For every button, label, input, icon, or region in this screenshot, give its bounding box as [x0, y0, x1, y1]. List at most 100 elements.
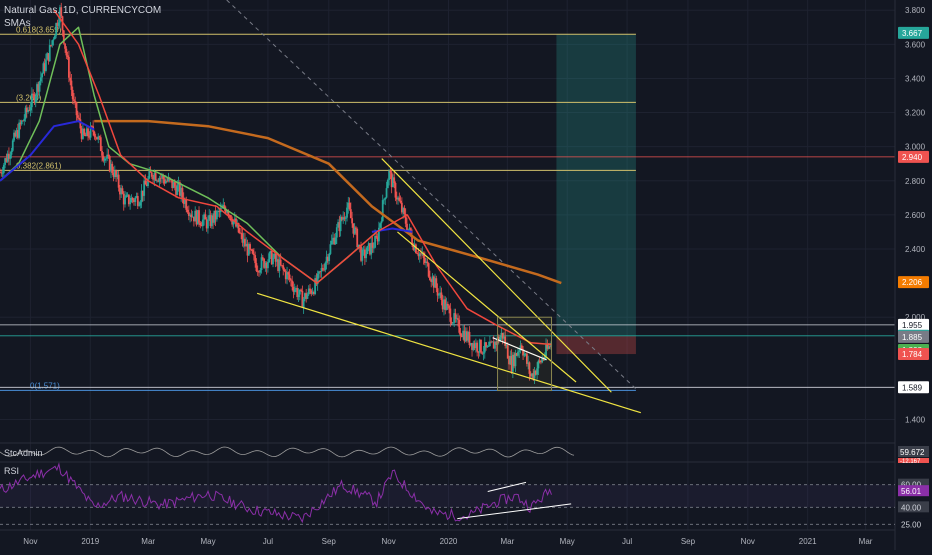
candle-body — [495, 341, 498, 345]
candle-body — [358, 244, 361, 247]
fib-level-label: 0(1.571) — [30, 381, 60, 390]
candle-body — [472, 343, 475, 350]
candle-body — [284, 271, 287, 280]
candle-body — [328, 253, 331, 262]
rsi-level-badge — [898, 478, 929, 490]
candle-body — [208, 215, 211, 220]
candle-body — [437, 294, 440, 296]
candle-body — [247, 244, 250, 256]
candle-body — [361, 249, 364, 261]
candle-body — [321, 268, 324, 270]
indicator-label[interactable]: SMAs — [4, 18, 31, 29]
candle-body — [390, 172, 393, 188]
candle-body — [242, 238, 245, 243]
candle-body — [548, 346, 551, 348]
candle-body — [462, 330, 465, 337]
fib-level-label: 0.618(3.659) — [16, 25, 62, 34]
candle-body — [541, 358, 544, 363]
candle-body — [520, 345, 523, 350]
candle-body — [27, 109, 29, 112]
candle-body — [478, 339, 481, 353]
rsi-divergence-line — [487, 481, 527, 492]
candle-body — [141, 190, 144, 196]
candle-body — [126, 194, 129, 196]
candle-body — [201, 219, 204, 227]
candle-body — [338, 222, 341, 232]
stc-label: StcAdmin — [4, 448, 43, 458]
candle-body — [404, 213, 407, 224]
candle-body — [157, 180, 160, 182]
candle-body — [457, 318, 459, 320]
candle-body — [519, 345, 522, 351]
candle-body — [333, 237, 336, 245]
candle-body — [4, 158, 7, 165]
candle-body — [80, 128, 83, 139]
candle-body — [287, 272, 290, 275]
rsi-line — [0, 462, 552, 524]
candle-body — [237, 223, 240, 233]
time-axis-tick: 2020 — [440, 537, 458, 546]
candle-body — [256, 271, 259, 272]
candle-body — [76, 115, 79, 118]
candle-body — [41, 73, 44, 78]
candle-body — [164, 180, 167, 184]
candle-body — [518, 350, 521, 352]
candle-body — [392, 177, 394, 188]
stc-value-badge — [898, 446, 929, 457]
candle-body — [139, 202, 142, 206]
candle-body — [406, 223, 408, 232]
candle-body — [467, 331, 470, 341]
candle-body — [388, 170, 391, 180]
candle-body — [5, 158, 8, 162]
stc-line — [0, 446, 575, 458]
candle-body — [221, 207, 223, 209]
candle-body — [125, 195, 128, 198]
candle-body — [99, 137, 102, 152]
candle-body — [316, 273, 319, 285]
candle-body — [421, 252, 424, 255]
candle-body — [547, 346, 550, 349]
candle-body — [395, 197, 398, 200]
candle-body — [298, 289, 301, 295]
candle-body — [148, 171, 151, 179]
candle-body — [499, 337, 502, 342]
candle-body — [420, 253, 422, 255]
candle-body — [365, 253, 368, 259]
candle-body — [326, 256, 329, 262]
candle-body — [135, 196, 138, 198]
candle-body — [453, 313, 456, 323]
candle-body — [14, 132, 17, 137]
candle-body — [47, 53, 50, 61]
candle-body — [427, 263, 430, 277]
candle-body — [386, 179, 389, 189]
price-tag-badge — [898, 150, 929, 163]
candle-body — [186, 209, 189, 213]
candle-body — [182, 197, 185, 204]
price-tag-label: 3.667 — [902, 29, 923, 38]
candle-body — [110, 163, 112, 172]
wedge-box — [497, 316, 553, 392]
candle-body — [511, 354, 514, 372]
symbol-title[interactable]: Natural Gas, 1D, CURRENCYCOM — [4, 5, 162, 16]
candle-body — [162, 175, 165, 180]
candle-body — [240, 232, 243, 234]
candle-body — [153, 173, 156, 180]
candle-body — [59, 7, 61, 23]
candle-body — [352, 223, 355, 234]
candle-body — [458, 319, 461, 333]
candle-body — [273, 253, 276, 258]
candle-body — [485, 342, 487, 348]
candle-body — [307, 288, 310, 295]
candle-body — [434, 278, 436, 288]
candle-body — [53, 35, 56, 40]
candle-body — [18, 122, 21, 138]
candle-body — [147, 178, 149, 186]
candle-body — [522, 349, 524, 356]
candle-body — [267, 261, 269, 269]
candle-body — [258, 271, 260, 273]
candle-body — [145, 184, 148, 186]
candle-body — [238, 232, 241, 234]
candle-body — [318, 271, 320, 274]
